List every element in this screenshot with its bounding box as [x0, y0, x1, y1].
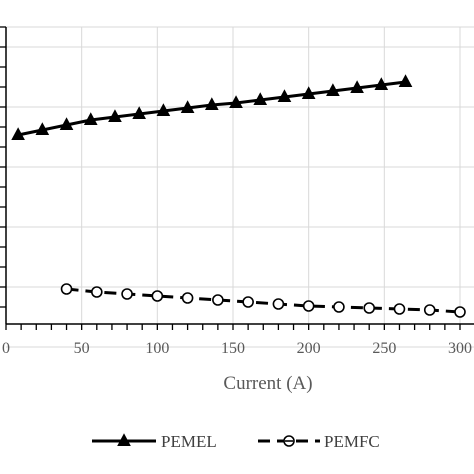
data-point-pemfc [181, 292, 194, 304]
data-point-pemel [156, 103, 171, 117]
data-point-pemfc [60, 283, 73, 295]
x-tick-label: 0 [2, 340, 10, 357]
grid-lines [6, 26, 474, 348]
legend-label-pemel: PEMEL [161, 432, 217, 451]
data-point-pemel [204, 97, 219, 111]
data-point-pemfc [121, 288, 133, 300]
legend-marker-pemel [117, 433, 131, 447]
data-point-pemel [326, 83, 340, 97]
data-point-pemfc [454, 306, 466, 318]
x-tick-label: 50 [74, 340, 90, 357]
data-point-pemfc [423, 304, 436, 316]
data-point-pemel [350, 80, 364, 94]
data-point-pemel [374, 77, 389, 91]
legend: PEMEL PEMFC [92, 432, 380, 451]
legend-label-pemfc: PEMFC [324, 432, 380, 451]
data-point-pemfc [91, 286, 103, 298]
data-point-pemel [35, 122, 50, 136]
data-point-pemfc [333, 301, 345, 313]
x-tick-label: 250 [372, 340, 396, 357]
data-point-pemel [11, 127, 25, 141]
data-point-pemfc [151, 290, 164, 302]
data-point-pemel [59, 117, 74, 131]
x-tick-label: 150 [221, 340, 245, 357]
data-point-pemel [253, 92, 268, 106]
data-point-pemfc [242, 296, 254, 308]
data-point-pemel [83, 112, 98, 126]
axes [0, 26, 474, 330]
data-point-pemel [229, 95, 243, 109]
series-layer [11, 74, 466, 318]
x-tick-label: 200 [297, 340, 321, 357]
data-point-pemfc [393, 303, 406, 315]
data-point-pemfc [212, 294, 224, 306]
data-point-pemel [398, 74, 413, 88]
data-point-pemfc [272, 298, 285, 310]
data-point-pemel [277, 89, 292, 103]
x-tick-label: 100 [145, 340, 169, 357]
data-point-pemfc [363, 302, 376, 314]
x-tick-label: 300 [448, 340, 472, 357]
data-point-pemel [132, 106, 147, 120]
data-point-pemel [180, 100, 195, 114]
data-point-pemel [301, 86, 316, 100]
tick-labels: 0 50 100 150 200 250 300 [2, 340, 472, 357]
data-point-pemfc [302, 300, 315, 312]
data-point-pemel [108, 109, 122, 123]
x-axis-title: Current (A) [223, 373, 312, 394]
